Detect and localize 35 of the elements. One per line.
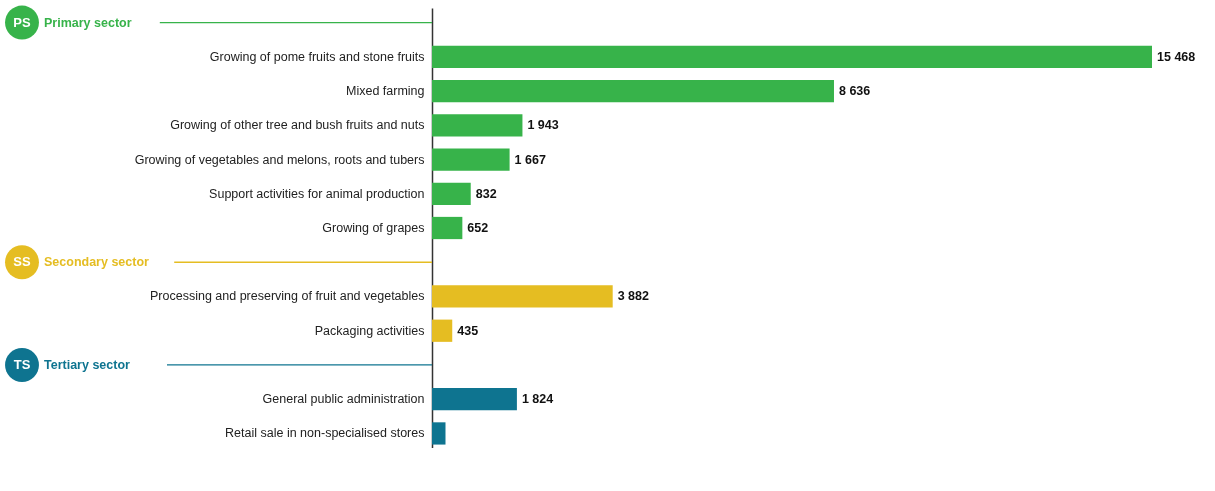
y-tick-label: Growing of vegetables and melons, roots and tubers [134,152,425,167]
y-tick-label: Packaging activities [314,323,425,338]
data-label: 1 667 [514,152,546,167]
text: Secondary sector [44,255,150,270]
text: TS [13,356,31,372]
data-label: 435 [457,323,479,338]
data-label: 3 882 [617,289,650,304]
y-tick-label: Growing of pome fruits and stone fruits [209,49,425,64]
y-tick-label: Growing of grapes [322,221,425,235]
data-label: 15 468 [1157,49,1196,64]
text: SS [13,254,31,270]
y-tick-label: Retail sale in non-specialised stores [225,426,425,441]
bar [432,148,510,171]
y-tick-label: Processing and preserving of fruit and vegetables [150,289,425,304]
data-label: 1 824 [521,392,554,407]
data-label: 1 943 [527,118,559,133]
bar [432,285,613,308]
data-label: 832 [475,186,497,201]
bar [432,422,446,445]
bar [432,114,523,137]
y-tick-label: Support activities for animal production [209,186,425,201]
y-tick-label: General public administration [262,392,425,407]
bar [432,182,471,205]
text: Tertiary sector [44,357,131,372]
bar [432,388,517,411]
text: PS [13,14,31,30]
bar [432,79,834,103]
y-tick-label: Growing of other tree and bush fruits and nuts [170,118,425,133]
text: Primary sector [44,15,132,30]
bar [432,319,453,342]
data-label: 8 636 [838,84,871,99]
y-tick-label: Mixed farming [346,84,425,99]
bar [432,216,463,240]
bar [432,45,1152,68]
data-label: 652 [467,221,489,235]
